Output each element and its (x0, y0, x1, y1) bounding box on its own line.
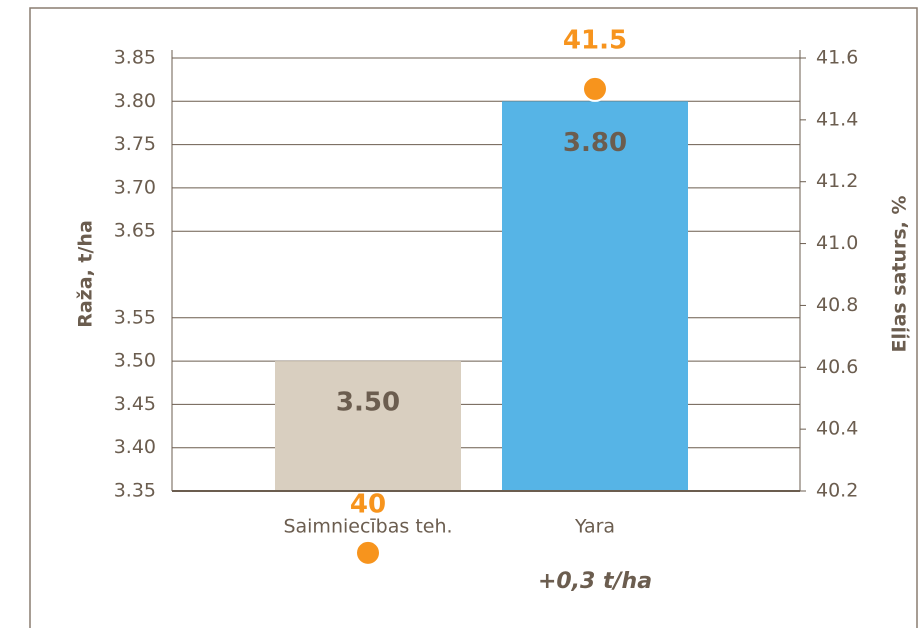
y2-tick-label: 40.4 (816, 418, 858, 440)
dot-value-label: 40 (350, 489, 386, 519)
y2-tick-label: 41.4 (816, 108, 858, 130)
y2-tick-label: 40.6 (816, 356, 858, 378)
y-axis-title: Raža, t/ha (75, 220, 97, 328)
y-tick-label: 3.65 (114, 220, 156, 242)
annotation: +0,3 t/ha (538, 569, 652, 594)
y2-axis-title: Eļļas saturs, % (889, 195, 911, 352)
y2-tick-label: 40.8 (816, 294, 858, 316)
bar-value-label: 3.80 (563, 128, 627, 158)
dot (582, 75, 608, 102)
y-tick-label: 3.40 (114, 436, 156, 458)
dot-value-label: 41.5 (563, 25, 627, 55)
dot (355, 539, 381, 566)
y2-tick-label: 41.0 (816, 232, 858, 254)
y2-tick-label: 41.2 (816, 170, 858, 192)
y-tick-label: 3.45 (114, 393, 156, 415)
y2-tick-label: 40.2 (816, 480, 858, 502)
frame (29, 7, 918, 628)
y-tick-label: 3.35 (114, 480, 156, 502)
y-tick-label: 3.55 (114, 306, 156, 328)
y-tick-label: 3.50 (114, 350, 156, 372)
x-tick-label: Yara (574, 516, 615, 538)
y-tick-label: 3.75 (114, 133, 156, 155)
bar (275, 361, 461, 491)
y-tick-label: 3.70 (114, 176, 156, 198)
bar (502, 101, 688, 492)
y-tick-label: 3.80 (114, 90, 156, 112)
y2-tick-label: 41.6 (816, 47, 858, 69)
x-tick-label: Saimniecības teh. (283, 516, 452, 538)
bar-value-label: 3.50 (336, 388, 400, 418)
y-tick-label: 3.85 (114, 47, 156, 69)
